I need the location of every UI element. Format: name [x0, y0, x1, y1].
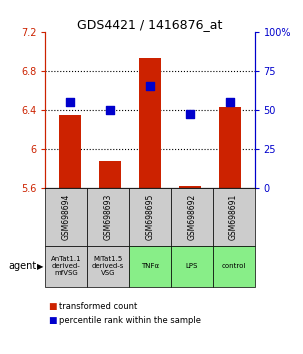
Bar — [58, 115, 81, 188]
Text: transformed count: transformed count — [59, 302, 137, 311]
Text: GSM698694: GSM698694 — [62, 194, 71, 240]
Title: GDS4421 / 1416876_at: GDS4421 / 1416876_at — [77, 18, 223, 31]
Text: GSM698693: GSM698693 — [104, 194, 113, 240]
Point — [228, 99, 233, 105]
Bar — [99, 161, 121, 188]
Text: ■: ■ — [48, 316, 57, 325]
Text: control: control — [221, 263, 246, 269]
Text: percentile rank within the sample: percentile rank within the sample — [59, 316, 201, 325]
Point — [188, 112, 193, 117]
Text: agent: agent — [8, 261, 36, 272]
Bar — [139, 58, 161, 188]
Point — [67, 99, 72, 105]
Text: LPS: LPS — [186, 263, 198, 269]
Bar — [219, 107, 241, 188]
Text: GSM698691: GSM698691 — [229, 194, 238, 240]
Text: ▶: ▶ — [38, 262, 44, 271]
Text: AnTat1.1
derived-
mfVSG: AnTat1.1 derived- mfVSG — [51, 256, 82, 276]
Point — [107, 107, 112, 113]
Text: GSM698692: GSM698692 — [187, 194, 196, 240]
Text: ■: ■ — [48, 302, 57, 311]
Text: MiTat1.5
derived-s
VSG: MiTat1.5 derived-s VSG — [92, 256, 124, 276]
Bar — [179, 185, 201, 188]
Text: TNFα: TNFα — [141, 263, 159, 269]
Text: GSM698695: GSM698695 — [145, 194, 155, 240]
Point — [148, 84, 152, 89]
